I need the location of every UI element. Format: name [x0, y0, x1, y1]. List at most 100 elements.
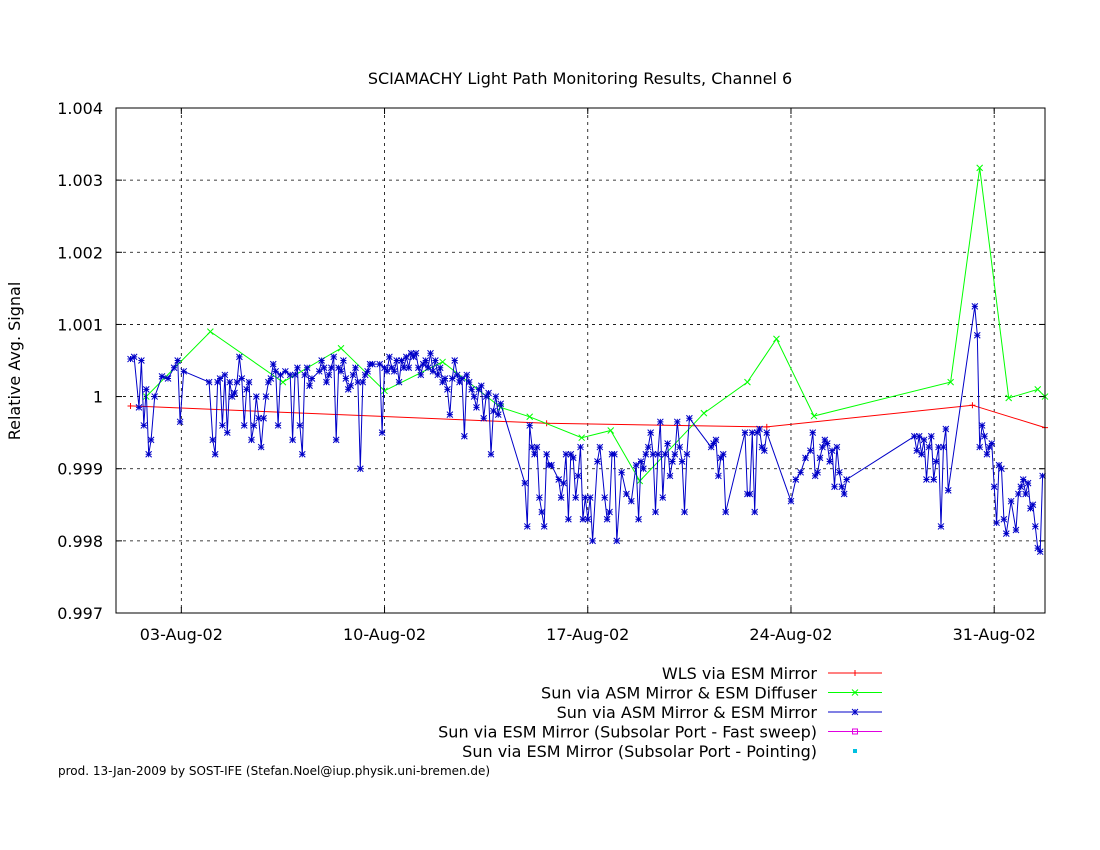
data-point	[828, 447, 836, 455]
data-point	[135, 404, 143, 411]
data-point	[923, 476, 930, 483]
data-point	[538, 508, 546, 516]
data-point	[127, 355, 134, 363]
data-point	[627, 497, 635, 505]
data-point	[494, 411, 502, 418]
data-point	[942, 425, 950, 433]
data-point	[611, 450, 618, 458]
data-point	[243, 386, 250, 393]
data-point	[976, 443, 984, 451]
legend-label: Sun via ESM Mirror (Subsolar Port - Fast…	[438, 723, 817, 742]
data-point	[412, 349, 420, 357]
data-point	[138, 357, 145, 364]
data-point	[468, 386, 475, 393]
data-point	[526, 422, 534, 429]
data-point	[257, 443, 265, 451]
data-point	[821, 436, 829, 444]
data-point	[272, 367, 280, 375]
data-point	[327, 364, 335, 372]
data-point	[540, 523, 548, 530]
legend-marker	[853, 749, 857, 753]
data-point	[453, 371, 461, 379]
series-layer	[127, 164, 1049, 556]
data-point	[683, 450, 691, 458]
data-point	[482, 393, 490, 400]
data-point	[211, 450, 219, 458]
data-point	[424, 364, 432, 372]
data-point	[719, 450, 727, 458]
data-point	[164, 375, 172, 382]
x-tick-label: 03-Aug-02	[140, 625, 223, 644]
data-point	[990, 483, 998, 491]
data-point	[676, 443, 684, 451]
data-point	[981, 432, 988, 440]
data-point	[347, 382, 355, 390]
data-point	[214, 378, 221, 386]
data-point	[337, 344, 345, 352]
series-sun-via-asm-mirror-esm-diffuser	[142, 164, 1049, 485]
data-point	[589, 537, 596, 545]
data-point	[911, 432, 918, 440]
data-point	[381, 364, 388, 372]
data-point	[436, 364, 444, 372]
data-point	[269, 360, 277, 368]
data-point	[1022, 490, 1030, 498]
data-point	[140, 422, 148, 429]
data-point	[361, 371, 369, 379]
data-point	[722, 508, 730, 516]
data-point	[823, 440, 831, 447]
data-point	[262, 393, 270, 400]
data-point	[398, 357, 405, 364]
data-point	[1034, 544, 1042, 552]
data-point	[303, 364, 311, 372]
data-point	[451, 357, 459, 364]
data-point	[444, 386, 451, 393]
data-point	[915, 432, 923, 440]
data-point	[206, 328, 214, 335]
data-point	[700, 409, 708, 417]
data-point	[221, 371, 229, 379]
data-point	[176, 418, 184, 426]
data-point	[809, 429, 817, 436]
data-point	[1012, 526, 1020, 534]
data-point	[308, 375, 316, 382]
data-point	[281, 367, 289, 375]
data-point	[557, 494, 565, 501]
data-point	[678, 458, 686, 465]
x-tick-label: 31-Aug-02	[953, 625, 1036, 644]
data-point	[205, 378, 213, 386]
data-point	[596, 443, 604, 451]
legend-item: Sun via ESM Mirror (Subsolar Port - Fast…	[438, 723, 882, 742]
plot-frame	[115, 107, 1046, 614]
data-point	[407, 349, 415, 357]
data-point	[393, 357, 400, 364]
data-point	[826, 458, 834, 465]
data-point	[240, 422, 248, 429]
data-point	[296, 422, 304, 429]
data-point	[349, 371, 357, 379]
y-tick-label: 1	[93, 388, 103, 407]
data-point	[973, 331, 981, 339]
data-point	[473, 404, 480, 411]
data-point	[925, 443, 933, 451]
data-point	[652, 508, 659, 516]
data-point	[1029, 501, 1037, 509]
data-point	[318, 357, 325, 364]
data-point	[490, 407, 497, 415]
legend-label: Sun via ASM Mirror & ESM Diffuser	[541, 684, 817, 703]
data-point	[381, 387, 388, 395]
legend-marker	[851, 689, 859, 696]
axes: 0.997 0.998 0.999 1 1.001 1.002 1.003 1.004 03-A…	[57, 99, 1045, 644]
data-point	[1031, 523, 1039, 530]
data-point	[291, 371, 299, 379]
data-point	[390, 367, 398, 375]
data-point	[405, 364, 413, 372]
data-point	[427, 349, 434, 357]
data-point	[330, 353, 338, 361]
data-point	[640, 465, 647, 473]
data-point	[930, 476, 938, 483]
data-point	[572, 494, 580, 501]
data-point	[1034, 386, 1042, 393]
data-point	[746, 490, 754, 498]
